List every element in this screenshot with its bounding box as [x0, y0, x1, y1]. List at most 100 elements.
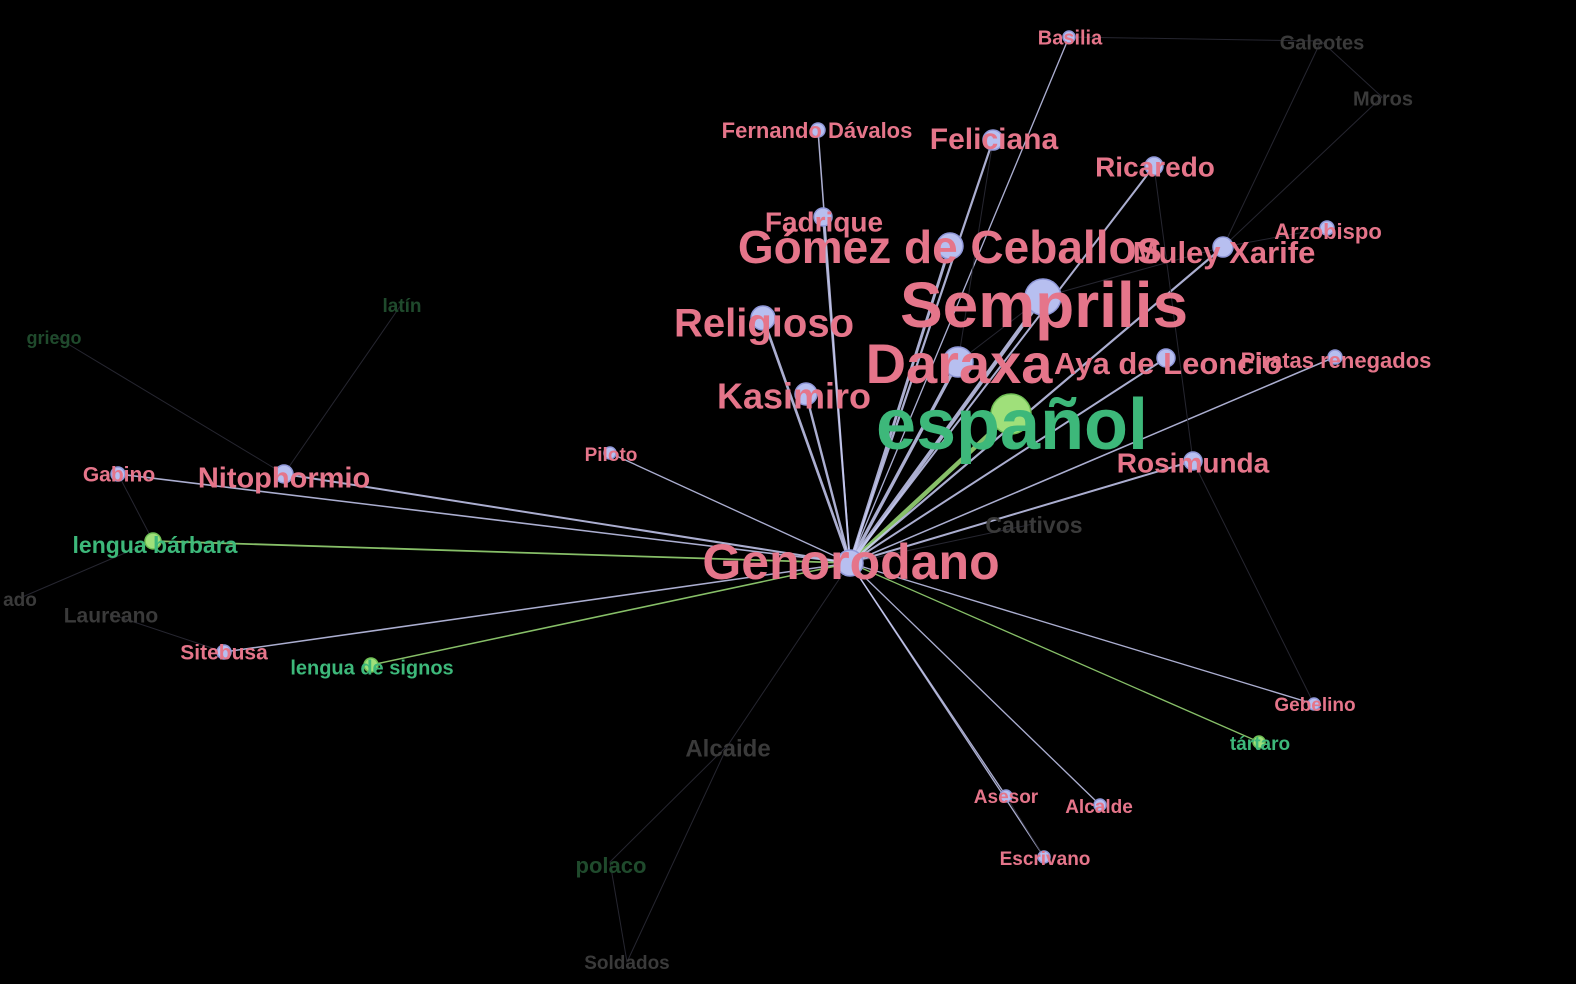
- edge-genorodano-semprilis: [848, 295, 1045, 565]
- edge-alcaide-genorodano: [727, 562, 851, 746]
- node-alcalde[interactable]: [1093, 798, 1107, 812]
- node-nitophormio[interactable]: [274, 464, 294, 484]
- node-basilia[interactable]: [1062, 30, 1076, 44]
- edge-genorodano-kasimiro: [804, 392, 852, 565]
- edges-layer: [19, 36, 1383, 963]
- label-sitebusa[interactable]: Sitebusa: [180, 642, 268, 665]
- node-feliciana[interactable]: [982, 129, 1004, 151]
- edge-nitophormio-griego: [52, 334, 285, 475]
- label-espanol[interactable]: español: [876, 385, 1148, 465]
- edge-genorodano-gebelino: [849, 562, 1315, 705]
- label-ricaredo[interactable]: Ricaredo: [1095, 151, 1215, 182]
- label-piratas-renegados[interactable]: Piratas renegados: [1241, 348, 1432, 373]
- edge-semprilis-muley-xarife: [1042, 246, 1224, 298]
- node-fernando-davalos[interactable]: [810, 122, 826, 138]
- label-griego[interactable]: griego: [26, 328, 81, 348]
- node-semprilis[interactable]: [1024, 278, 1062, 316]
- edge-alcaide-soldados: [626, 744, 729, 963]
- label-feliciana[interactable]: Feliciana: [930, 123, 1059, 156]
- label-lengua-de-signos[interactable]: lengua de signos: [290, 657, 453, 679]
- label-tartaro[interactable]: tártaro: [1230, 734, 1290, 755]
- node-aya-de-leoncio[interactable]: [1156, 348, 1176, 368]
- label-fadrique[interactable]: Fadrique: [765, 206, 883, 237]
- edge-ado-lengua-barbara: [19, 540, 154, 599]
- label-arzobispo[interactable]: Arzobispo: [1274, 219, 1382, 244]
- label-moros[interactable]: Moros: [1353, 88, 1413, 110]
- edge-genorodano-gomez-de-ceballos: [848, 244, 952, 565]
- label-escrivano[interactable]: Escrivano: [1000, 849, 1091, 870]
- label-gomez-de-ceballos[interactable]: Gómez de Ceballos: [738, 221, 1162, 273]
- label-latin[interactable]: latín: [382, 296, 421, 317]
- node-piloto[interactable]: [603, 446, 617, 460]
- label-galeotes[interactable]: Galeotes: [1280, 32, 1364, 54]
- node-piratas-renegados[interactable]: [1327, 349, 1343, 365]
- edge-asesor-escrivano: [1005, 795, 1045, 858]
- label-genorodano[interactable]: Genorodano: [702, 534, 999, 590]
- node-fadrique[interactable]: [813, 207, 833, 227]
- label-alcalde[interactable]: Alcalde: [1065, 797, 1133, 818]
- label-alcaide[interactable]: Alcaide: [685, 735, 770, 762]
- node-espanol[interactable]: [990, 393, 1032, 435]
- label-asesor[interactable]: Asesor: [974, 787, 1039, 808]
- edge-galeotes-moros: [1320, 40, 1383, 98]
- node-arzobispo[interactable]: [1319, 220, 1335, 236]
- label-nitophormio[interactable]: Nitophormio: [198, 463, 370, 495]
- edge-moros-muley-xarife: [1222, 96, 1383, 248]
- label-aya-de-leoncio[interactable]: Aya de Leoncio: [1054, 346, 1282, 381]
- edge-genorodano-alcalde: [849, 562, 1101, 806]
- label-semprilis[interactable]: Semprilis: [900, 269, 1188, 341]
- node-lengua-barbara[interactable]: [144, 532, 162, 550]
- label-muley-xarife[interactable]: Muley Xarife: [1133, 235, 1316, 270]
- edge-genorodano-sitebusa: [223, 562, 851, 653]
- label-piloto[interactable]: Piloto: [585, 445, 638, 466]
- label-rosimunda[interactable]: Rosimunda: [1117, 447, 1270, 478]
- node-gomez-de-ceballos[interactable]: [936, 232, 964, 260]
- edge-galeotes-muley-xarife: [1222, 40, 1322, 248]
- edge-genorodano-escrivano: [849, 562, 1045, 858]
- label-laureano[interactable]: Laureano: [64, 605, 159, 628]
- edge-genorodano-muley-xarife: [848, 245, 1225, 565]
- node-rosimunda[interactable]: [1183, 451, 1203, 471]
- label-soldados[interactable]: Soldados: [584, 953, 670, 974]
- edge-laureano-sitebusa: [109, 613, 225, 653]
- edge-genorodano-daraxa: [848, 360, 960, 565]
- edge-genorodano-basilia: [849, 36, 1070, 564]
- label-gabino[interactable]: Gabino: [83, 464, 155, 487]
- edge-genorodano-espanol: [847, 411, 1014, 566]
- label-ado[interactable]: ado: [3, 590, 37, 611]
- edge-gabino-lengua-barbara: [117, 473, 154, 542]
- label-lengua-barbara[interactable]: lengua bárbara: [73, 532, 238, 558]
- label-gebelino[interactable]: Gebelino: [1274, 695, 1355, 716]
- label-fernando-davalos[interactable]: Fernando Dávalos: [722, 118, 913, 143]
- edge-cautivos-genorodano: [849, 523, 1034, 564]
- node-asesor[interactable]: [999, 789, 1013, 803]
- node-tartaro[interactable]: [1252, 735, 1266, 749]
- edge-genorodano-nitophormio: [283, 473, 851, 564]
- node-lengua-de-signos[interactable]: [363, 657, 379, 673]
- node-sitebusa[interactable]: [216, 644, 232, 660]
- label-basilia[interactable]: Basilia: [1038, 27, 1103, 49]
- edge-arzobispo-muley-xarife: [1222, 227, 1328, 248]
- node-gabino[interactable]: [110, 466, 126, 482]
- edge-genorodano-aya-de-leoncio: [849, 357, 1167, 564]
- label-polaco[interactable]: polaco: [576, 853, 647, 878]
- edge-genorodano-lengua-de-signos: [370, 562, 851, 666]
- node-religioso[interactable]: [750, 305, 776, 331]
- label-cautivos[interactable]: Cautivos: [985, 512, 1082, 538]
- node-genorodano[interactable]: [836, 549, 864, 577]
- node-escrivano[interactable]: [1037, 850, 1051, 864]
- node-muley-xarife[interactable]: [1212, 236, 1234, 258]
- label-religioso[interactable]: Religioso: [674, 302, 854, 346]
- edge-genorodano-religioso: [761, 316, 852, 565]
- edge-genorodano-rosimunda: [849, 460, 1194, 564]
- node-gebelino[interactable]: [1307, 697, 1321, 711]
- label-daraxa[interactable]: Daraxa: [866, 332, 1054, 395]
- node-kasimiro[interactable]: [794, 382, 818, 406]
- node-ricaredo[interactable]: [1144, 156, 1164, 176]
- edge-genorodano-piratas-renegados: [849, 356, 1336, 564]
- node-daraxa[interactable]: [942, 346, 974, 378]
- label-kasimiro[interactable]: Kasimiro: [717, 376, 871, 417]
- edge-basilia-galeotes: [1068, 36, 1322, 42]
